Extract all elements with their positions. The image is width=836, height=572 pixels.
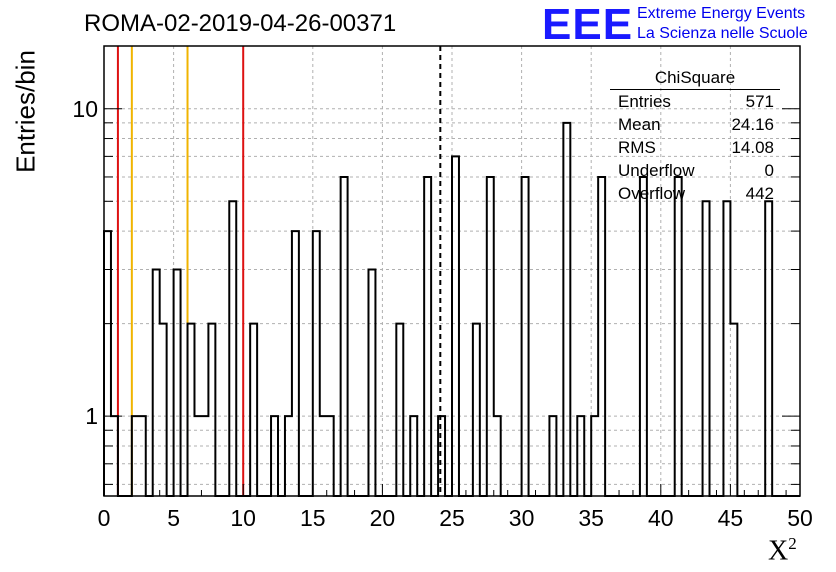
stats-value: 14.08	[731, 138, 774, 157]
histogram-bin	[188, 324, 195, 496]
x-tick-label: 10	[230, 505, 256, 531]
x-tick-label: 50	[787, 505, 813, 531]
y-tick-label: 10	[72, 96, 98, 122]
x-tick-label: 5	[167, 505, 180, 531]
axis-ticks	[103, 108, 801, 496]
x-tick-label: 15	[300, 505, 326, 531]
x-tick-label: 30	[509, 505, 535, 531]
x-tick-label: 45	[718, 505, 744, 531]
stats-label: Overflow	[618, 184, 686, 203]
stats-label: Entries	[618, 92, 671, 111]
histogram-bin	[229, 201, 236, 496]
stats-box: ChiSquare Entries 571 Mean 24.16 RMS 14.…	[610, 68, 780, 205]
y-tick-label: 1	[85, 403, 98, 429]
eee-logo-line1: Extreme Energy Events	[637, 5, 806, 22]
stats-row-overflow: Overflow 442	[610, 182, 780, 205]
histogram-bin	[174, 269, 181, 496]
histogram-bin	[765, 201, 772, 496]
histogram-bin	[452, 156, 459, 496]
stats-title: ChiSquare	[610, 68, 780, 90]
histogram-bin	[410, 416, 417, 496]
histogram-bin	[285, 416, 292, 496]
histogram-bin	[723, 201, 730, 496]
histogram-bin	[313, 231, 320, 496]
histogram-bin	[577, 416, 584, 496]
stats-value: 442	[745, 184, 774, 203]
histogram-bin	[320, 416, 327, 496]
stats-value: 0	[764, 161, 774, 180]
stats-label: Mean	[618, 115, 661, 134]
stats-row-entries: Entries 571	[610, 90, 780, 113]
x-axis-label-exponent: 2	[788, 534, 797, 553]
x-tick-label: 25	[439, 505, 465, 531]
histogram-bin	[494, 416, 501, 496]
stats-row-mean: Mean 24.16	[610, 113, 780, 136]
histogram-bin	[598, 177, 605, 496]
x-tick-label: 35	[578, 505, 604, 531]
histogram-bin	[194, 416, 201, 496]
stats-value: 24.16	[731, 115, 774, 134]
histogram-bin	[208, 324, 215, 496]
x-tick-label: 20	[370, 505, 396, 531]
stats-row-rms: RMS 14.08	[610, 136, 780, 159]
histogram-bin	[675, 177, 682, 496]
histogram-bin	[250, 324, 257, 496]
stats-label: RMS	[618, 138, 656, 157]
histogram-bin	[703, 201, 710, 496]
histogram-bin	[368, 269, 375, 496]
histogram-bin	[292, 231, 299, 496]
histogram-bin	[139, 416, 146, 496]
eee-logo: EEE	[542, 0, 634, 49]
tick-labels: 0 5 10 15 20 25 30 35 40 45 50 1 10	[72, 96, 812, 531]
stats-row-underflow: Underflow 0	[610, 159, 780, 182]
histogram-bin	[327, 416, 334, 496]
x-axis-label-text: X	[768, 535, 789, 567]
histogram-bin	[591, 416, 598, 496]
histogram-bin	[201, 416, 208, 496]
x-tick-label: 0	[98, 505, 111, 531]
histogram-bin	[438, 416, 445, 496]
histogram-bin	[153, 269, 160, 496]
x-tick-label: 40	[648, 505, 674, 531]
histogram-bin	[104, 231, 111, 496]
stats-value: 571	[745, 92, 774, 111]
histogram-bin	[160, 324, 167, 496]
eee-logo-line2: La Scienza nelle Scuole	[637, 25, 808, 42]
histogram-bin	[487, 177, 494, 496]
run-title: ROMA-02-2019-04-26-00371	[84, 10, 397, 37]
x-axis-label: X2	[768, 534, 797, 567]
histogram-bin	[271, 416, 278, 496]
histogram-bin	[396, 324, 403, 496]
y-axis-label: Entries/bin	[10, 50, 41, 173]
histogram-bin	[473, 324, 480, 496]
histogram-bin	[522, 177, 529, 496]
histogram-bin	[132, 416, 139, 496]
histogram-bin	[563, 123, 570, 496]
histogram-bin	[549, 416, 556, 496]
histogram-bin	[424, 177, 431, 496]
stats-label: Underflow	[618, 161, 695, 180]
histogram-bin	[640, 177, 647, 496]
histogram-bin	[730, 324, 737, 496]
histogram-bin	[341, 177, 348, 496]
